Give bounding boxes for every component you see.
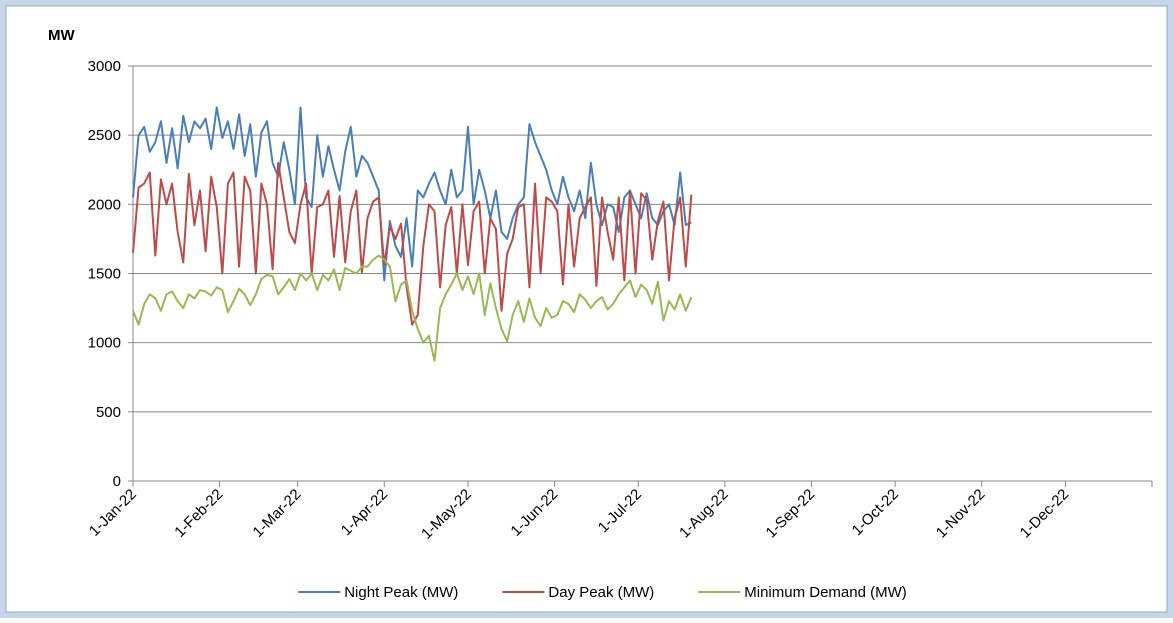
- legend-label: Night Peak (MW): [344, 584, 458, 601]
- y-tick-label: 1500: [88, 266, 121, 283]
- legend-label: Day Peak (MW): [548, 584, 654, 601]
- legend-label: Minimum Demand (MW): [744, 584, 907, 601]
- series-line: [132, 254, 693, 362]
- series-line: [132, 161, 693, 326]
- chart-area: [5, 5, 1168, 613]
- y-tick-label: 2500: [88, 127, 121, 144]
- y-tick-label: 3000: [88, 58, 121, 75]
- y-tick-label: 1000: [88, 335, 121, 352]
- y-tick-label: 2000: [88, 196, 121, 213]
- series-line: [132, 106, 692, 282]
- y-axis-label: MW: [48, 27, 75, 44]
- y-tick-label: 500: [96, 404, 121, 421]
- y-tick-label: 0: [113, 473, 121, 490]
